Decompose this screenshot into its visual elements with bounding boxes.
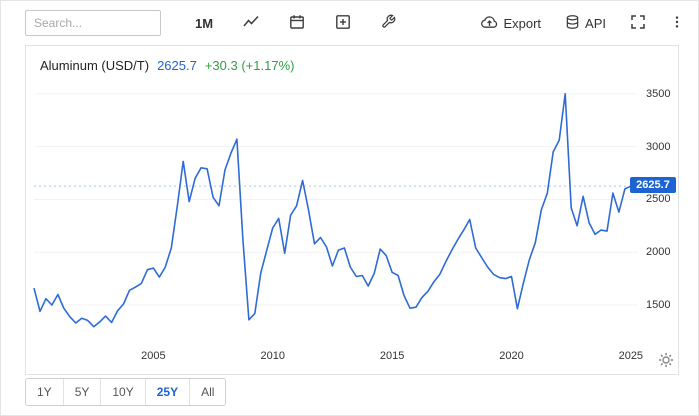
chart-header: Aluminum (USD/T) 2625.7 +30.3 (+1.17%) — [40, 58, 294, 73]
api-database-icon — [565, 14, 580, 33]
header-change: +30.3 (+1.17%) — [204, 58, 295, 73]
chart-type-button[interactable] — [241, 12, 261, 35]
x-axis-label: 2025 — [618, 350, 644, 362]
y-axis: 1500 2000 2500 3000 3500 — [646, 78, 678, 342]
price-badge: 2625.7 — [630, 177, 676, 194]
fullscreen-icon — [630, 14, 646, 33]
x-axis-label: 2010 — [260, 350, 285, 362]
add-indicator-button[interactable] — [333, 12, 353, 35]
calendar-button[interactable] — [287, 12, 307, 35]
range-button-10y[interactable]: 10Y — [101, 379, 146, 405]
interval-label: 1M — [195, 15, 214, 31]
kebab-menu-icon — [670, 14, 684, 33]
range-button-all[interactable]: All — [190, 379, 226, 405]
calendar-icon — [289, 14, 305, 33]
range-selector: 1Y 5Y 10Y 25Y All — [25, 378, 227, 406]
y-axis-label: 2000 — [646, 246, 671, 259]
range-button-1y[interactable]: 1Y — [26, 379, 64, 405]
x-axis: 2005 2010 2015 2020 2025 — [34, 350, 643, 364]
line-chart-icon — [243, 14, 259, 33]
toolbar-left-group: 1M — [193, 12, 398, 35]
top-toolbar: 1M — [25, 9, 686, 37]
header-price: 2625.7 — [157, 58, 197, 73]
chart-panel: Aluminum (USD/T) 2625.7 +30.3 (+1.17%) 1… — [25, 45, 679, 375]
range-button-25y[interactable]: 25Y — [145, 379, 191, 405]
chart-svg — [33, 93, 638, 328]
y-axis-label: 3500 — [646, 87, 671, 100]
toolbar-right-group: Export API — [479, 12, 686, 35]
export-label: Export — [503, 15, 542, 31]
api-button[interactable]: API — [563, 12, 608, 35]
x-axis-label: 2020 — [499, 350, 524, 362]
export-cloud-icon — [481, 14, 498, 33]
add-indicator-icon — [335, 14, 351, 33]
chart-title: Aluminum (USD/T) — [40, 58, 150, 73]
plot-area[interactable] — [33, 78, 638, 342]
settings-button[interactable] — [658, 352, 674, 368]
api-label: API — [585, 15, 606, 31]
tools-icon — [381, 14, 396, 32]
export-button[interactable]: Export — [479, 12, 543, 35]
kebab-menu-button[interactable] — [668, 12, 686, 35]
tools-button[interactable] — [379, 12, 398, 34]
range-button-5y[interactable]: 5Y — [63, 379, 102, 405]
y-axis-label: 1500 — [646, 299, 671, 312]
y-axis-label: 2500 — [646, 193, 671, 206]
y-axis-label: 3000 — [646, 140, 671, 153]
x-axis-label: 2015 — [379, 350, 405, 362]
settings-gear-icon — [658, 353, 674, 371]
x-axis-label: 2005 — [141, 350, 166, 362]
interval-button[interactable]: 1M — [193, 14, 215, 33]
search-input[interactable] — [25, 10, 161, 36]
fullscreen-button[interactable] — [628, 12, 648, 35]
